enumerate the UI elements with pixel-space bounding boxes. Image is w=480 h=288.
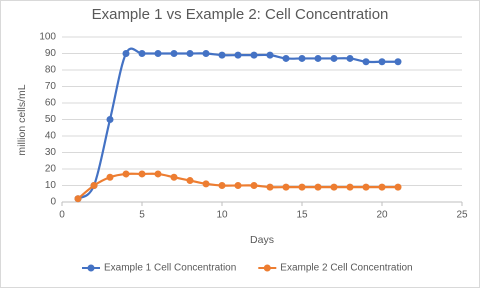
y-axis-title: million cells/mL <box>16 84 28 155</box>
data-point <box>250 182 258 189</box>
data-point <box>266 51 274 59</box>
data-point <box>266 183 274 191</box>
data-point <box>362 183 370 191</box>
data-point <box>234 182 242 189</box>
data-point <box>282 54 290 62</box>
data-point <box>186 177 194 185</box>
data-point <box>106 173 114 181</box>
data-point <box>138 170 146 178</box>
data-point <box>378 58 386 66</box>
y-tick-label: 100 <box>39 32 56 43</box>
y-tick-label: 0 <box>50 197 56 208</box>
y-tick-label: 50 <box>45 114 57 125</box>
y-tick-label: 20 <box>45 164 57 175</box>
y-tick-label: 30 <box>45 147 57 158</box>
y-tick-label: 70 <box>45 81 57 92</box>
data-point <box>186 50 194 57</box>
data-point <box>170 50 178 57</box>
data-point <box>346 183 354 191</box>
x-tick-label: 0 <box>59 210 65 221</box>
data-point <box>218 51 226 59</box>
x-tick-label: 5 <box>139 210 145 221</box>
y-tick-label: 10 <box>45 180 57 191</box>
data-point <box>122 50 130 57</box>
data-point <box>106 116 114 123</box>
data-point <box>362 58 370 66</box>
data-point <box>394 58 402 66</box>
data-point <box>250 51 258 59</box>
chart-title: Example 1 vs Example 2: Cell Concentrati… <box>92 6 389 23</box>
data-point <box>74 195 82 203</box>
x-tick-label: 10 <box>216 210 228 221</box>
x-tick-label: 25 <box>456 210 468 221</box>
data-point <box>154 170 162 178</box>
data-point <box>314 54 322 62</box>
data-point <box>346 54 354 62</box>
x-tick-label: 15 <box>296 210 308 221</box>
data-point <box>298 183 306 191</box>
data-point <box>378 183 386 191</box>
legend-label: Example 2 Cell Concentration <box>280 263 412 274</box>
data-point <box>282 183 290 191</box>
data-point <box>202 50 210 57</box>
legend-marker <box>263 264 271 272</box>
y-tick-label: 90 <box>45 48 57 59</box>
legend-marker <box>87 264 95 272</box>
data-point <box>202 180 210 188</box>
data-point <box>90 182 98 189</box>
data-point <box>330 54 338 62</box>
data-point <box>138 50 146 57</box>
y-tick-label: 60 <box>45 98 57 109</box>
data-point <box>154 50 162 57</box>
data-point <box>170 173 178 181</box>
data-point <box>330 183 338 191</box>
data-point <box>234 51 242 59</box>
data-point <box>314 183 322 191</box>
data-point <box>122 170 130 178</box>
data-point <box>394 183 402 191</box>
x-axis-title: Days <box>250 234 274 246</box>
data-point <box>218 182 226 189</box>
data-point <box>298 54 306 62</box>
legend-label: Example 1 Cell Concentration <box>104 263 236 274</box>
y-tick-label: 40 <box>45 131 57 142</box>
x-tick-label: 20 <box>376 210 388 221</box>
y-tick-label: 80 <box>45 65 57 76</box>
